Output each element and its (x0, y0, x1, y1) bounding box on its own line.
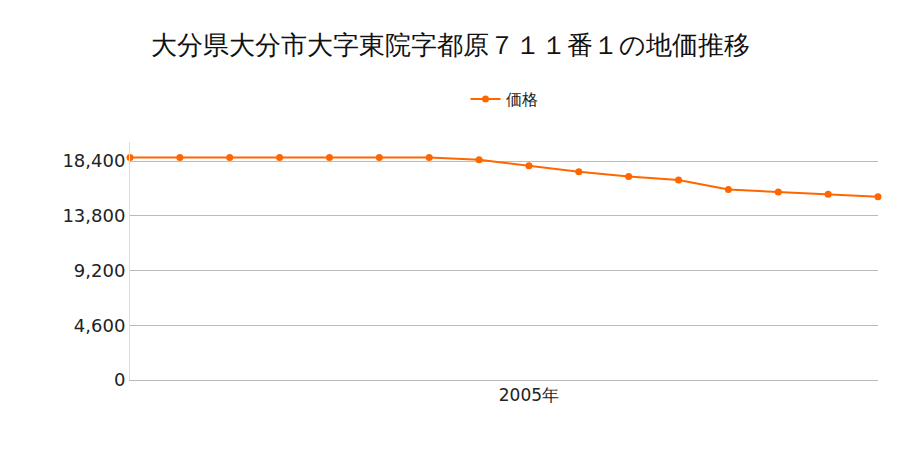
svg-text:4,600: 4,600 (74, 315, 126, 336)
svg-text:9,200: 9,200 (74, 260, 126, 281)
svg-text:価格: 価格 (506, 90, 538, 109)
svg-text:13,800: 13,800 (62, 205, 125, 226)
svg-text:2005年: 2005年 (499, 385, 559, 405)
svg-text:18,400: 18,400 (62, 150, 125, 171)
svg-text:0: 0 (114, 369, 125, 390)
svg-text:大分県大分市大字東院字都原７１１番１の地価推移: 大分県大分市大字東院字都原７１１番１の地価推移 (151, 30, 750, 60)
